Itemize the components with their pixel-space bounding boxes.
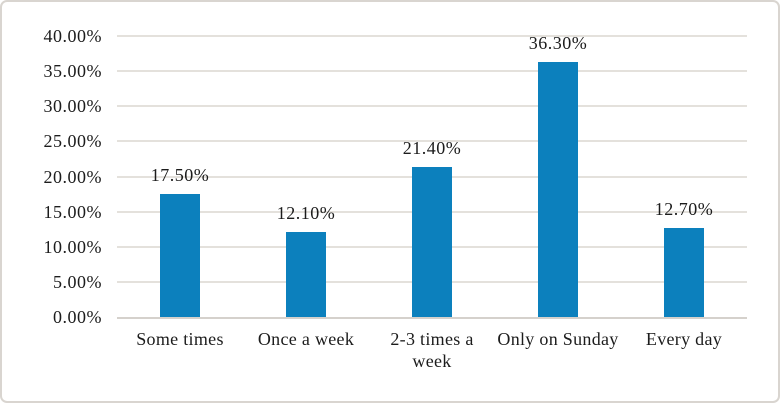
y-tick-label: 15.00% [43,201,102,222]
y-tick-label: 40.00% [43,26,102,46]
bar [160,194,200,317]
bar-value-label: 12.10% [276,203,336,223]
gridline [117,35,747,37]
y-tick-label: 10.00% [43,236,102,257]
y-tick-label: 0.00% [53,307,102,327]
y-tick-label: 35.00% [43,61,102,82]
bar [664,227,704,317]
bar [538,62,578,317]
gridline [117,140,747,143]
x-category-label: Once a week [257,329,355,349]
y-tick-label: 5.00% [53,271,102,292]
y-tick-label: 25.00% [43,131,102,152]
bar-value-label: 36.30% [528,33,588,53]
bar [286,232,326,317]
y-tick-label: 30.00% [43,96,102,117]
bar-value-label: 17.50% [150,165,210,186]
bar-value-label: 21.40% [402,137,462,158]
plot-area: 17.50% 12.10% 21.40% 36.30% 12.70% [117,33,747,319]
y-tick-label: 20.00% [43,166,102,187]
x-category-label: Some times [136,329,224,349]
x-category-label: Every day [645,329,723,349]
bar-value-label: 12.70% [654,198,714,219]
x-category-label: Only on Sunday [497,329,619,349]
x-category-label: 2-3 times a week [390,329,474,371]
gridline [117,105,747,108]
bar [412,166,452,317]
gridline [117,70,747,73]
